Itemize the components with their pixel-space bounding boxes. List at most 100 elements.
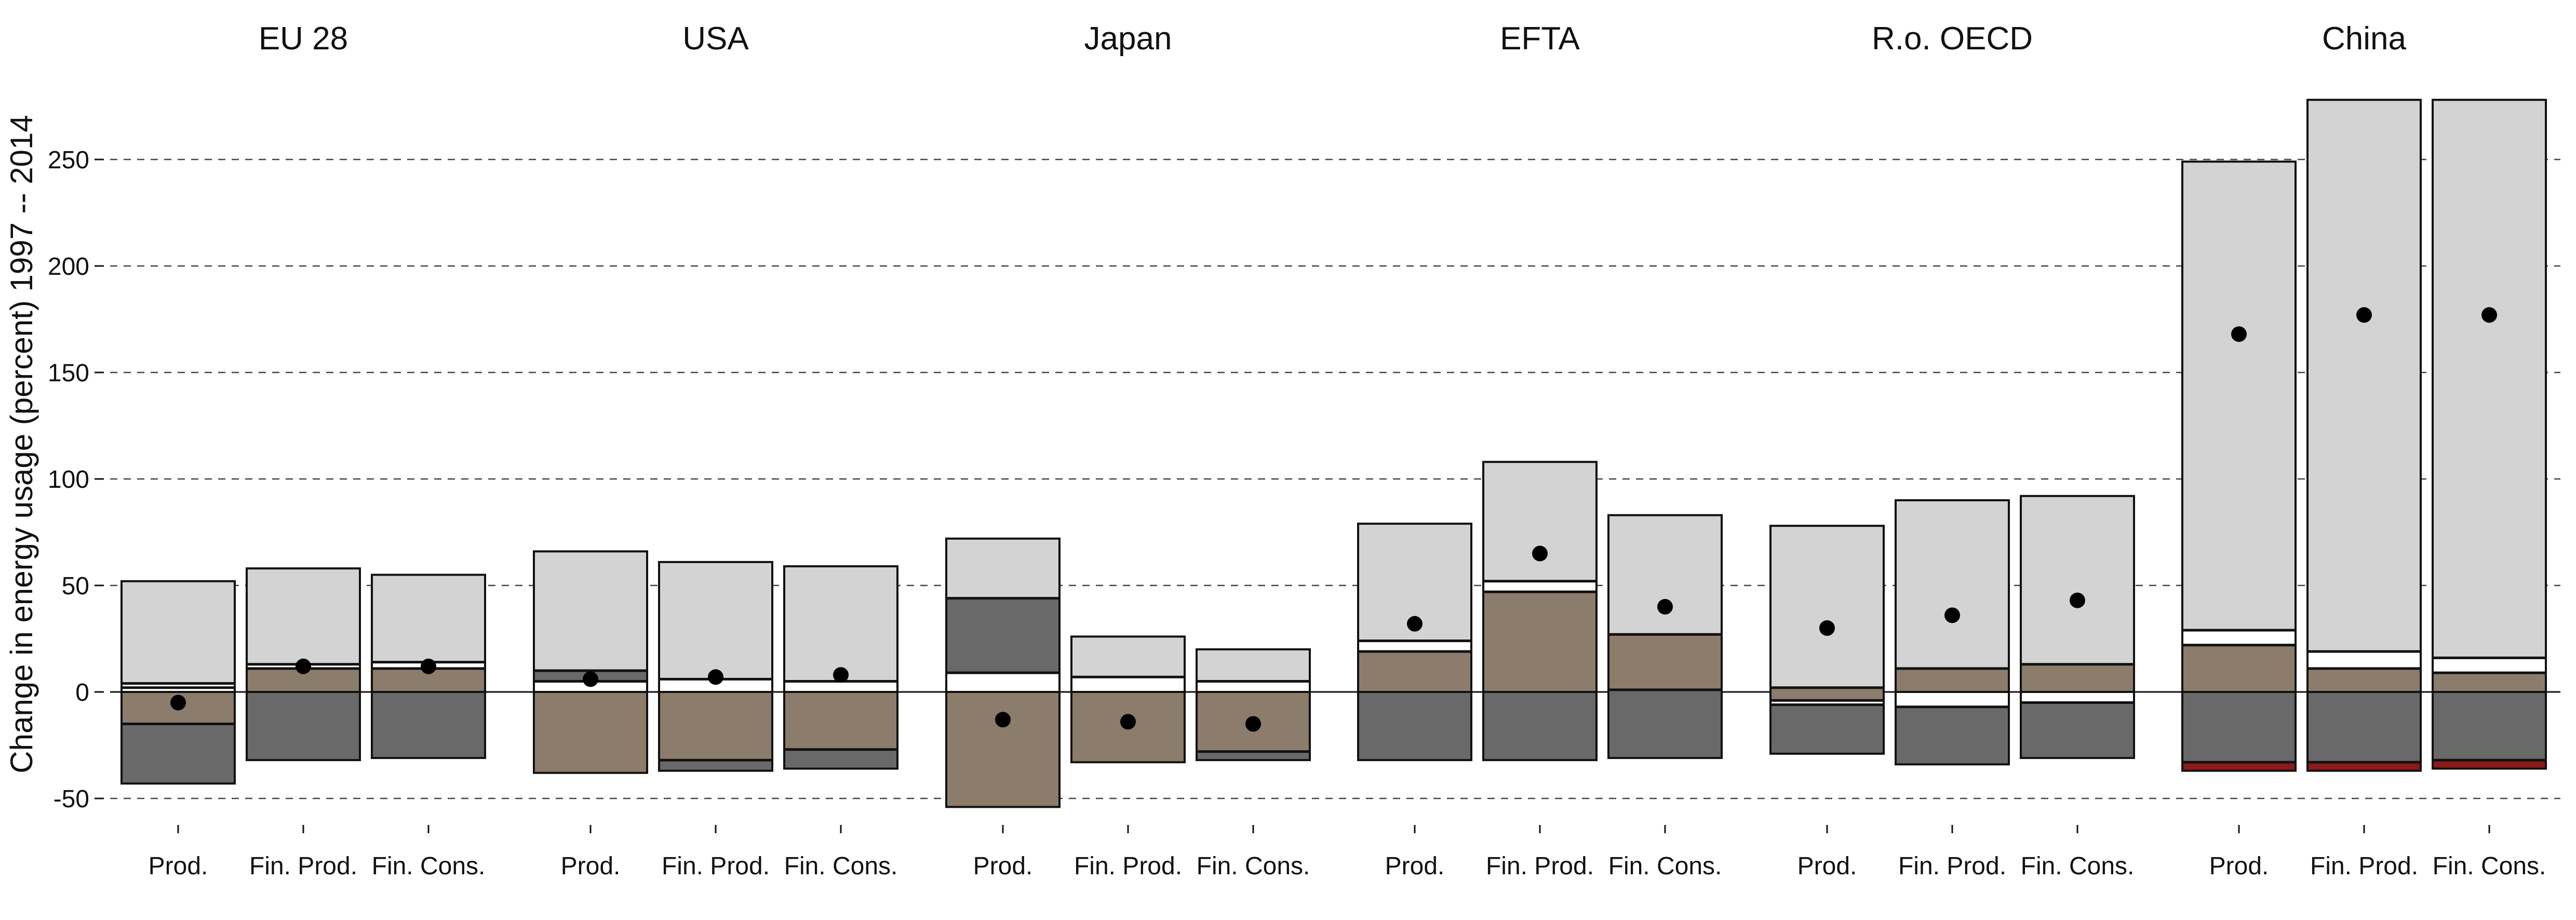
panel-title: USA — [682, 21, 749, 57]
category-label: Fin. Cons. — [1608, 852, 1722, 880]
bar-segment-brown — [1358, 651, 1471, 692]
bar-group — [1769, 525, 1885, 755]
y-tick-label: 0 — [75, 679, 89, 706]
net-change-dot — [296, 658, 311, 674]
net-change-dot — [170, 695, 186, 711]
net-change-dot — [833, 667, 849, 683]
bar-segment-dark — [1608, 689, 1722, 758]
bar-outline — [2020, 495, 2135, 759]
bar-segment-dark — [247, 692, 360, 761]
category-label: Prod. — [149, 852, 208, 880]
bar-group — [533, 550, 648, 774]
bar-segment-light — [247, 568, 360, 664]
bar-segment-brown — [534, 692, 647, 773]
bar-outline — [2181, 161, 2297, 772]
bar-segment-dark — [1197, 751, 1310, 761]
y-tick-label: 250 — [48, 146, 89, 174]
bar-outline — [1196, 648, 1311, 762]
bar-outline — [246, 567, 361, 762]
bar-segment-dark — [2433, 692, 2546, 761]
bar-segment-white — [1483, 581, 1596, 592]
panel-title: EFTA — [1500, 21, 1580, 57]
bar-segment-dark — [1896, 706, 2009, 765]
bar-segment-dark — [2307, 692, 2421, 763]
category-label: Fin. Cons. — [1197, 852, 1310, 880]
bar-group — [371, 574, 486, 759]
category-label: Fin. Cons. — [784, 852, 898, 880]
net-change-dot — [583, 671, 598, 687]
bar-segment-light — [1770, 526, 1884, 688]
grid-lines — [110, 158, 2560, 799]
panel-title: Japan — [1084, 21, 1172, 57]
category-label: Fin. Cons. — [2433, 852, 2546, 880]
category-label: Prod. — [561, 852, 621, 880]
bar-segment-brown — [2182, 645, 2296, 692]
bar-outline — [120, 580, 236, 785]
y-tick-label: 100 — [48, 466, 89, 494]
bar-outline — [658, 561, 773, 772]
bar-segment-white — [2182, 630, 2296, 645]
bar-segment-light — [1483, 462, 1596, 581]
bar-group — [658, 561, 773, 772]
net-change-dot — [2481, 307, 2497, 323]
net-change-dot — [1532, 545, 1548, 562]
bar-outline — [1895, 499, 2010, 766]
bar-segment-light — [946, 538, 1059, 598]
y-tick-label: 150 — [48, 359, 89, 387]
bar-segment-white — [784, 681, 897, 692]
bar-group — [1895, 499, 2010, 766]
category-label: Fin. Prod. — [2310, 852, 2418, 880]
labels: EU 28 Prod. Fin. Prod. Fin. Cons. USA Prod. Fi… — [149, 21, 2546, 880]
category-label: Prod. — [2209, 852, 2269, 880]
net-change-dot — [1819, 620, 1835, 636]
bar-group — [246, 567, 361, 762]
bar-segment-brown — [1608, 634, 1722, 690]
y-tick-label: 50 — [62, 572, 89, 600]
bar-segment-light — [2021, 496, 2134, 664]
bar-segment-light — [122, 581, 235, 684]
net-change-dot — [1657, 599, 1673, 615]
category-label: Fin. Cons. — [372, 852, 486, 880]
bar-group — [783, 565, 898, 770]
bar-outline — [1607, 514, 1723, 759]
bar-segment-red — [2182, 762, 2296, 771]
bar-outline — [1357, 523, 1472, 762]
y-axis-ticks: -50 0 50 100 150 200 250 — [48, 146, 104, 813]
bar-segment-brown — [1483, 592, 1596, 692]
bar-outline — [945, 537, 1061, 808]
category-label: Prod. — [973, 852, 1033, 880]
bar-segment-dark — [122, 724, 235, 784]
bar-segment-dark — [784, 749, 897, 769]
bar-segment-white — [2307, 651, 2421, 669]
bar-segment-light — [784, 566, 897, 682]
net-change-dot — [2070, 592, 2085, 608]
bar-group — [1607, 514, 1723, 759]
bar-segment-dark — [659, 760, 772, 771]
bar-segment-light — [1197, 649, 1310, 682]
bar-segment-red — [2433, 760, 2546, 769]
bar-segment-light — [1071, 636, 1185, 677]
net-change-dot — [2231, 326, 2247, 342]
bar-segment-light — [1896, 500, 2009, 669]
bar-segment-dark — [946, 598, 1059, 673]
bar-outline — [1070, 635, 1186, 764]
bar-segment-white — [2021, 692, 2134, 703]
bar-segment-brown — [784, 692, 897, 750]
bar-segment-red — [2307, 762, 2421, 771]
bar-segment-white — [1197, 681, 1310, 692]
net-change-dot — [995, 712, 1011, 728]
bar-segment-white — [2433, 658, 2546, 673]
bar-group — [120, 580, 236, 785]
bar-segment-light — [2182, 162, 2296, 631]
bar-segment-light — [372, 575, 485, 662]
bar-segment-white — [1358, 641, 1471, 652]
bar-group — [1482, 461, 1598, 762]
bar-segment-light — [1608, 515, 1722, 635]
bar-group — [2181, 161, 2297, 772]
bar-segment-brown — [2433, 673, 2546, 692]
bar-segment-light — [534, 551, 647, 671]
category-label: Fin. Cons. — [2021, 852, 2135, 880]
category-label: Fin. Prod. — [662, 852, 770, 880]
bars — [120, 99, 2547, 808]
bar-segment-dark — [1770, 704, 1884, 754]
